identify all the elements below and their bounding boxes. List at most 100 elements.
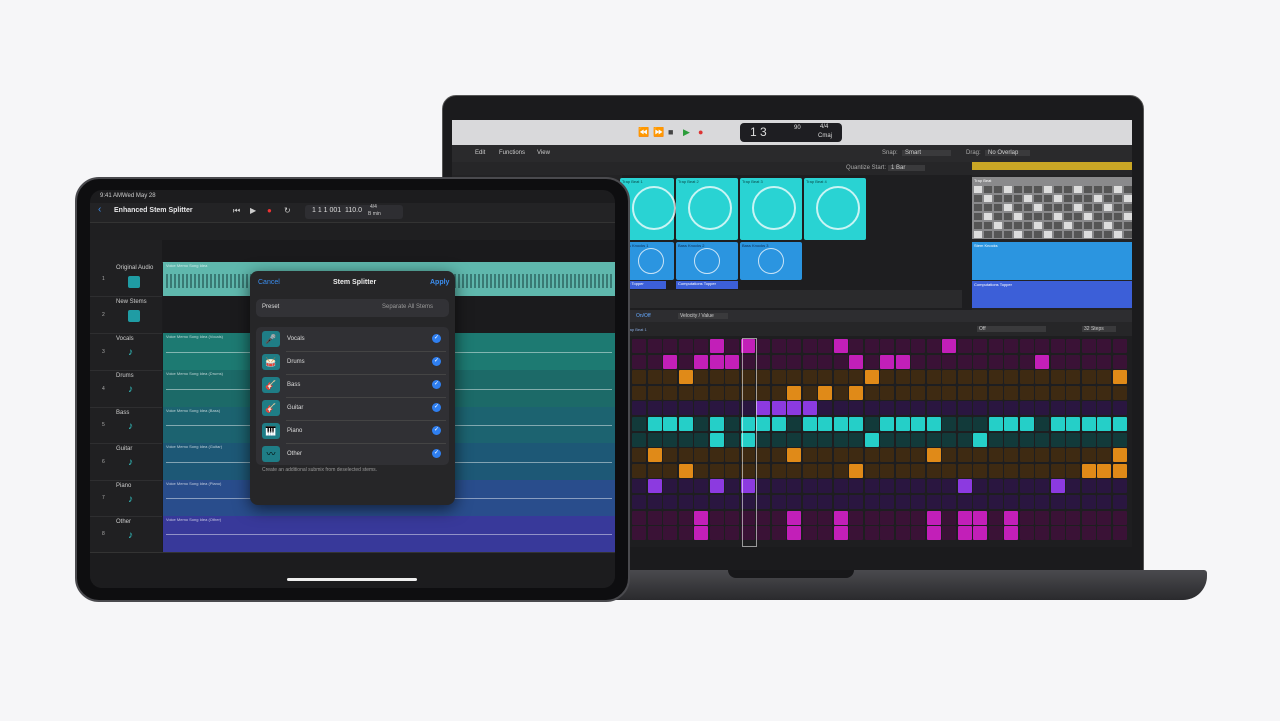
- step-cell[interactable]: [1066, 463, 1080, 478]
- step-cell[interactable]: [709, 339, 724, 353]
- step-cell[interactable]: [880, 370, 894, 385]
- step-cell[interactable]: [973, 495, 987, 509]
- step-cell[interactable]: [725, 495, 739, 509]
- apply-button[interactable]: Apply: [430, 279, 450, 286]
- step-cell[interactable]: [694, 339, 708, 353]
- step-cell[interactable]: [1019, 526, 1034, 541]
- step-cell[interactable]: [709, 385, 724, 400]
- step-cell[interactable]: [802, 339, 817, 353]
- step-cell[interactable]: [1066, 417, 1080, 431]
- step-cell[interactable]: [1019, 385, 1034, 400]
- step-cell[interactable]: [1035, 370, 1049, 385]
- step-cell[interactable]: [880, 463, 894, 478]
- step-cell[interactable]: [926, 526, 941, 541]
- live-loop-cell[interactable]: [676, 281, 738, 289]
- step-cell[interactable]: [1081, 370, 1096, 385]
- step-cell[interactable]: [632, 448, 646, 463]
- step-cell[interactable]: [663, 354, 677, 369]
- step-cell[interactable]: [895, 510, 910, 525]
- step-cell[interactable]: [1035, 385, 1049, 400]
- step-cell[interactable]: [864, 463, 879, 478]
- step-cell[interactable]: [957, 479, 972, 494]
- step-cell[interactable]: [1066, 432, 1080, 447]
- step-cell[interactable]: [771, 354, 786, 369]
- step-cell[interactable]: [1112, 339, 1127, 353]
- step-cell[interactable]: [647, 401, 662, 416]
- step-cell[interactable]: [833, 448, 848, 463]
- step-cell[interactable]: [911, 385, 925, 400]
- step-cell[interactable]: [1066, 385, 1080, 400]
- step-cell[interactable]: [1066, 526, 1080, 541]
- step-cell[interactable]: [694, 510, 708, 525]
- step-cell[interactable]: [663, 495, 677, 509]
- step-cell[interactable]: [740, 526, 755, 541]
- step-cell[interactable]: [678, 385, 693, 400]
- step-cell[interactable]: [647, 354, 662, 369]
- step-cell[interactable]: [1097, 417, 1111, 431]
- step-cell[interactable]: [864, 510, 879, 525]
- step-cell[interactable]: [632, 495, 646, 509]
- step-cell[interactable]: [973, 432, 987, 447]
- step-cell[interactable]: [1097, 339, 1111, 353]
- step-cell[interactable]: [694, 448, 708, 463]
- step-cell[interactable]: [1112, 401, 1127, 416]
- step-cell[interactable]: [771, 495, 786, 509]
- step-cell[interactable]: [1081, 448, 1096, 463]
- step-cell[interactable]: [663, 448, 677, 463]
- step-cell[interactable]: [802, 510, 817, 525]
- step-cell[interactable]: [802, 432, 817, 447]
- step-cell[interactable]: [818, 401, 832, 416]
- step-cell[interactable]: [957, 417, 972, 431]
- stem-checkbox[interactable]: ✓: [432, 426, 441, 435]
- step-cell[interactable]: [787, 385, 801, 400]
- step-cell[interactable]: [988, 448, 1003, 463]
- step-cell[interactable]: [771, 510, 786, 525]
- step-cell[interactable]: [1004, 401, 1018, 416]
- step-cell[interactable]: [1035, 495, 1049, 509]
- step-cell[interactable]: [1112, 510, 1127, 525]
- step-cell[interactable]: [1050, 510, 1065, 525]
- step-cell[interactable]: [988, 417, 1003, 431]
- mac-menu[interactable]: Functions: [499, 150, 526, 156]
- step-cell[interactable]: [926, 479, 941, 494]
- step-cell[interactable]: [895, 432, 910, 447]
- step-cell[interactable]: [678, 510, 693, 525]
- step-cell[interactable]: [647, 339, 662, 353]
- step-cell[interactable]: [709, 401, 724, 416]
- step-cell[interactable]: [1050, 495, 1065, 509]
- step-cell[interactable]: [771, 385, 786, 400]
- step-cell[interactable]: [849, 448, 863, 463]
- step-cell[interactable]: [942, 448, 956, 463]
- step-cell[interactable]: [1066, 354, 1080, 369]
- step-cell[interactable]: [1050, 432, 1065, 447]
- step-cell[interactable]: [1004, 432, 1018, 447]
- step-cell[interactable]: [1004, 463, 1018, 478]
- step-cell[interactable]: [957, 495, 972, 509]
- step-cell[interactable]: [911, 526, 925, 541]
- step-cell[interactable]: [1004, 448, 1018, 463]
- step-cell[interactable]: [895, 417, 910, 431]
- step-cell[interactable]: [942, 526, 956, 541]
- step-cell[interactable]: [1019, 448, 1034, 463]
- step-cell[interactable]: [926, 495, 941, 509]
- step-cell[interactable]: [1081, 526, 1096, 541]
- step-cell[interactable]: [725, 432, 739, 447]
- step-cell[interactable]: [864, 432, 879, 447]
- step-cell[interactable]: [1050, 463, 1065, 478]
- step-cell[interactable]: [678, 526, 693, 541]
- step-cell[interactable]: [833, 526, 848, 541]
- step-cell[interactable]: [942, 385, 956, 400]
- step-cell[interactable]: [988, 370, 1003, 385]
- step-cell[interactable]: [694, 495, 708, 509]
- step-cell[interactable]: [1112, 526, 1127, 541]
- step-cell[interactable]: [771, 463, 786, 478]
- step-cell[interactable]: [1004, 370, 1018, 385]
- step-cell[interactable]: [895, 354, 910, 369]
- step-cell[interactable]: [709, 510, 724, 525]
- step-cell[interactable]: [1066, 370, 1080, 385]
- step-cell[interactable]: [632, 385, 646, 400]
- step-cell[interactable]: [942, 354, 956, 369]
- step-cell[interactable]: [1004, 479, 1018, 494]
- step-cell[interactable]: [1081, 385, 1096, 400]
- step-cell[interactable]: [849, 385, 863, 400]
